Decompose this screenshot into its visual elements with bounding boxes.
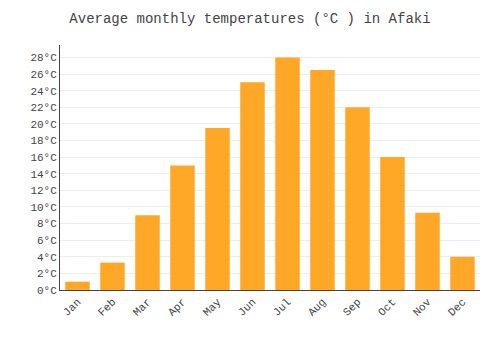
svg-text:Sep: Sep	[341, 296, 363, 318]
svg-text:4°C: 4°C	[37, 252, 57, 264]
svg-text:24°C: 24°C	[30, 86, 57, 98]
svg-text:Average monthly temperatures (: Average monthly temperatures (°C ) in Af…	[69, 11, 430, 27]
svg-text:Jan: Jan	[61, 296, 83, 318]
svg-text:Nov: Nov	[411, 296, 434, 319]
svg-text:6°C: 6°C	[37, 235, 57, 247]
svg-text:12°C: 12°C	[30, 185, 57, 197]
svg-text:Dec: Dec	[446, 296, 468, 318]
svg-text:28°C: 28°C	[30, 52, 57, 64]
svg-text:2°C: 2°C	[37, 268, 57, 280]
svg-text:May: May	[201, 296, 224, 319]
svg-text:Aug: Aug	[306, 296, 328, 318]
svg-text:Jun: Jun	[236, 296, 258, 318]
svg-text:14°C: 14°C	[30, 169, 57, 181]
svg-text:16°C: 16°C	[30, 152, 57, 164]
svg-text:Oct: Oct	[376, 296, 398, 318]
svg-text:26°C: 26°C	[30, 69, 57, 81]
svg-text:0°C: 0°C	[37, 285, 57, 297]
svg-text:8°C: 8°C	[37, 218, 57, 230]
svg-text:22°C: 22°C	[30, 102, 57, 114]
svg-text:Feb: Feb	[96, 296, 118, 318]
svg-text:Apr: Apr	[166, 296, 188, 318]
svg-text:18°C: 18°C	[30, 135, 57, 147]
svg-text:Mar: Mar	[131, 296, 153, 318]
svg-text:10°C: 10°C	[30, 202, 57, 214]
svg-text:20°C: 20°C	[30, 119, 57, 131]
svg-text:Jul: Jul	[271, 296, 293, 318]
